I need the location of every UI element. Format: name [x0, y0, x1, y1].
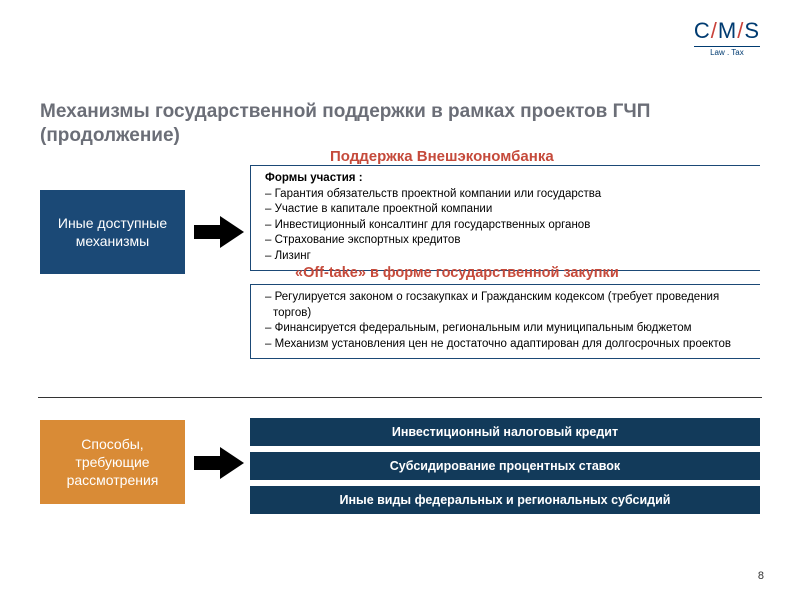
list-item: – Регулируется законом о госзакупках и Г… — [259, 290, 752, 321]
list-item: – Участие в капитале проектной компании — [259, 202, 752, 218]
box-methods-review: Способы, требующие рассмотрения — [40, 420, 185, 504]
bar-tax-credit: Инвестиционный налоговый кредит — [250, 418, 760, 446]
logo-s: S — [744, 18, 760, 43]
box-participation-forms: Формы участия : – Гарантия обязательств … — [250, 165, 760, 271]
arrow-icon — [194, 214, 244, 250]
heading-veb-support: Поддержка Внешэкономбанка — [330, 148, 554, 165]
bar-other-subsidies: Иные виды федеральных и региональных суб… — [250, 486, 760, 514]
page-number: 8 — [758, 570, 764, 582]
list-item: – Гарантия обязательств проектной компан… — [259, 187, 752, 203]
list-item: – Инвестиционный консалтинг для государс… — [259, 218, 752, 234]
heading-off-take: «Off-take» в форме государственной закуп… — [295, 265, 619, 281]
logo-text: C/M/S — [694, 18, 760, 44]
list-item: – Лизинг — [259, 249, 752, 265]
box-off-take-details: – Регулируется законом о госзакупках и Г… — [250, 284, 760, 359]
participation-lead: Формы участия : — [259, 171, 752, 187]
logo: C/M/S Law . Tax — [694, 18, 760, 57]
box-methods-review-label: Способы, требующие рассмотрения — [46, 435, 179, 490]
bar-label: Инвестиционный налоговый кредит — [392, 425, 618, 439]
logo-sep1: / — [711, 18, 718, 43]
bar-label: Иные виды федеральных и региональных суб… — [339, 493, 670, 507]
divider — [38, 397, 762, 398]
list-item: – Механизм установления цен не достаточн… — [259, 337, 752, 353]
box-other-mechanisms-label: Иные доступные механизмы — [46, 214, 179, 250]
arrow-icon — [194, 445, 244, 481]
box-other-mechanisms: Иные доступные механизмы — [40, 190, 185, 274]
logo-subtitle: Law . Tax — [694, 46, 760, 57]
list-item: – Страхование экспортных кредитов — [259, 233, 752, 249]
slide-title: Механизмы государственной поддержки в ра… — [40, 100, 760, 148]
list-item: – Финансируется федеральным, региональны… — [259, 321, 752, 337]
bar-label: Субсидирование процентных ставок — [390, 459, 620, 473]
logo-m: M — [718, 18, 737, 43]
bar-interest-subsidy: Субсидирование процентных ставок — [250, 452, 760, 480]
logo-c: C — [694, 18, 711, 43]
